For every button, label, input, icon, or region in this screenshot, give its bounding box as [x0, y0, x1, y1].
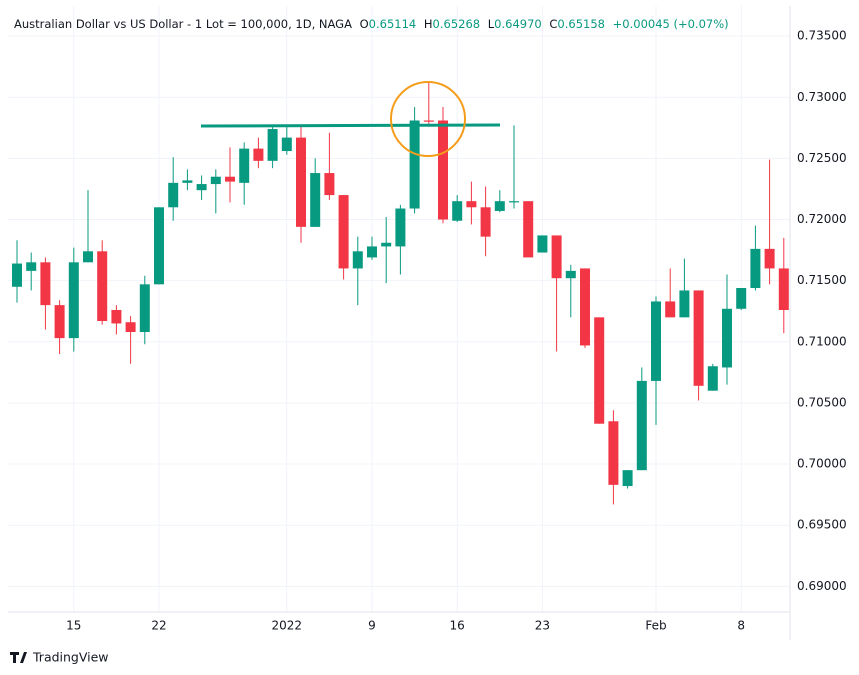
candle-body [182, 180, 193, 183]
candle-body [54, 305, 65, 339]
change: +0.00045 (+0.07%) [613, 17, 729, 31]
candle-body [12, 263, 22, 287]
candle-body [125, 322, 136, 333]
y-tick-label: 0.70500 [797, 395, 847, 409]
candle-body [324, 173, 335, 196]
candle-body [423, 120, 434, 122]
candle-body [253, 148, 264, 161]
candle-body [438, 120, 448, 220]
candle-body [296, 137, 306, 227]
y-tick-label: 0.70000 [797, 457, 847, 471]
high-value: 0.65268 [433, 17, 481, 31]
trend-line [200, 123, 501, 128]
candles [12, 82, 789, 505]
title: Australian Dollar vs US Dollar - 1 Lot =… [14, 17, 352, 31]
x-tick-label: 22 [151, 619, 166, 633]
candle-body [509, 201, 519, 203]
x-tick-label: 2022 [272, 619, 303, 633]
candle-body [636, 380, 647, 471]
low-label: L [488, 17, 495, 31]
labels: 0.69000 0.69500 0.70000 0.70500 0.71000 0.715… [66, 29, 846, 633]
header: Australian Dollar vs US Dollar - 1 Lot =… [14, 17, 729, 31]
candle-body [608, 421, 619, 485]
low-value: 0.64970 [494, 17, 542, 31]
candle-body [707, 366, 718, 391]
x-tick-label: 23 [535, 619, 550, 633]
candle-body [651, 301, 661, 381]
candle-body [281, 137, 292, 152]
close-label: C [549, 17, 557, 31]
y-tick-label: 0.71000 [797, 334, 847, 348]
y-tick-label: 0.73500 [797, 29, 847, 43]
x-tick-label: 15 [66, 619, 81, 633]
candle-body [523, 201, 534, 258]
y-tick-label: 0.72500 [797, 151, 847, 165]
candle-body [168, 182, 179, 208]
candle-body [622, 470, 633, 487]
candle-body [736, 287, 747, 309]
open-label: O [360, 17, 369, 31]
candle-body [494, 201, 505, 211]
y-tick-label: 0.71500 [797, 273, 847, 287]
candle-body [210, 176, 221, 185]
candle-body [239, 148, 250, 183]
candle-body [83, 251, 93, 263]
close-value: 0.65158 [557, 17, 605, 31]
candle-body [452, 201, 463, 221]
candle-body [310, 173, 321, 227]
candle-body [352, 251, 363, 269]
candle-body [480, 207, 491, 237]
y-tick-label: 0.69000 [797, 579, 847, 593]
open-value: 0.65114 [369, 17, 417, 31]
candle-body [594, 317, 605, 424]
candle-body [154, 207, 164, 285]
candle-body [565, 270, 576, 279]
candle-body [551, 235, 562, 279]
candle-body [97, 251, 108, 322]
y-tick-label: 0.72000 [797, 212, 847, 226]
candle-body [381, 242, 392, 247]
candle-body [40, 262, 51, 306]
x-tick-label: 8 [737, 619, 745, 633]
logo-mark [10, 652, 27, 663]
highlight-circle [390, 81, 466, 157]
candle-body [267, 129, 278, 161]
candle-body [722, 308, 732, 368]
y-tick-label: 0.69500 [797, 518, 847, 532]
candle-body [693, 290, 704, 386]
candle-body [68, 262, 79, 339]
x-tick-label: 9 [368, 619, 376, 633]
logo: TradingView [10, 650, 109, 665]
candle-body [750, 248, 761, 288]
brand: TradingView [32, 650, 109, 665]
candle-body [764, 248, 775, 269]
candle-body [409, 120, 420, 209]
candle-body [111, 310, 122, 324]
candle-body [679, 290, 690, 318]
candle-body [395, 208, 406, 247]
candle-body [26, 262, 37, 271]
y-tick-label: 0.73000 [797, 90, 847, 104]
candle-body [537, 235, 548, 253]
candle-body [225, 176, 235, 182]
candle-body [139, 284, 150, 333]
candle-body [367, 246, 377, 258]
candle-body [338, 195, 349, 269]
candle-body [778, 268, 789, 310]
x-tick-label: 16 [450, 619, 465, 633]
candle-body [196, 184, 207, 191]
x-tick-label: Feb [645, 619, 666, 633]
high-label: H [424, 17, 433, 31]
candle-body [665, 301, 676, 318]
candle-body [466, 201, 477, 208]
candle-body [580, 268, 590, 346]
